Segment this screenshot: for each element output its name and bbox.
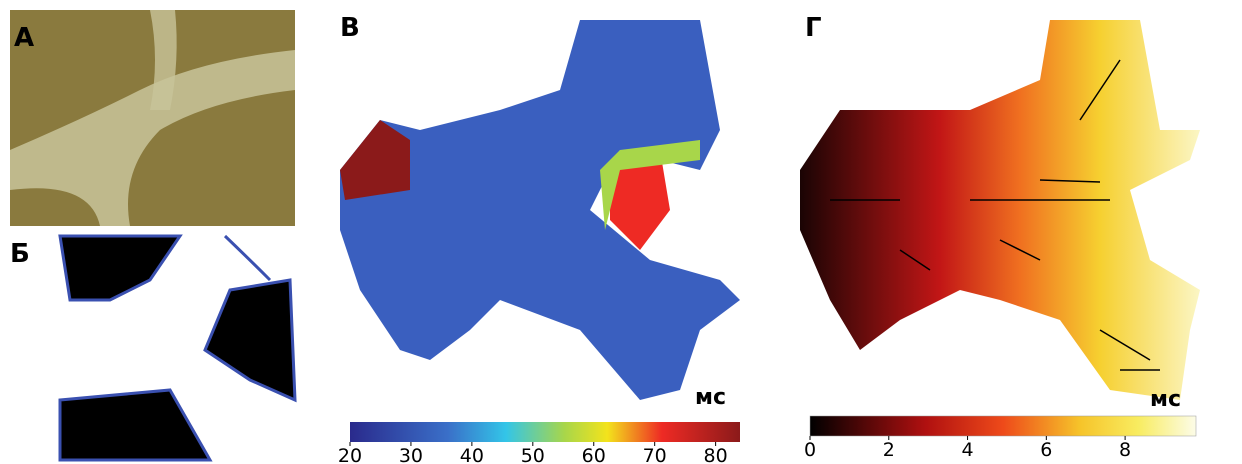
phase-map — [800, 20, 1200, 400]
tick-label: 50 — [521, 445, 545, 464]
tick-label: 4 — [962, 439, 974, 461]
outline-map — [60, 236, 295, 460]
figure: А Б В мс 20 30 40 50 60 70 80 Г мс 0 2 4 6 8 — [0, 0, 1242, 464]
tick-label: 2 — [883, 439, 895, 461]
tick-label: 6 — [1040, 439, 1052, 461]
tick-label: 0 — [804, 439, 816, 461]
unit-label: мс — [1150, 387, 1181, 412]
tick-label: 20 — [338, 445, 362, 464]
tick-label: 8 — [1119, 439, 1131, 461]
colorbar-ticks: 20 30 40 50 60 70 80 — [338, 442, 728, 464]
panel-label: А — [14, 23, 34, 53]
colorbar — [350, 422, 740, 442]
tick-label: 80 — [704, 445, 728, 464]
tick-label: 30 — [399, 445, 423, 464]
tick-label: 70 — [643, 445, 667, 464]
tick-label: 60 — [582, 445, 606, 464]
unit-label: мс — [695, 385, 726, 410]
panel-label: В — [340, 13, 360, 43]
activation-map — [340, 20, 740, 400]
colorbar-ticks: 0 2 4 6 8 — [804, 436, 1131, 461]
panel-label: Г — [805, 13, 822, 43]
panel-label: Б — [10, 239, 30, 269]
colorbar — [810, 416, 1196, 436]
tick-label: 40 — [460, 445, 484, 464]
